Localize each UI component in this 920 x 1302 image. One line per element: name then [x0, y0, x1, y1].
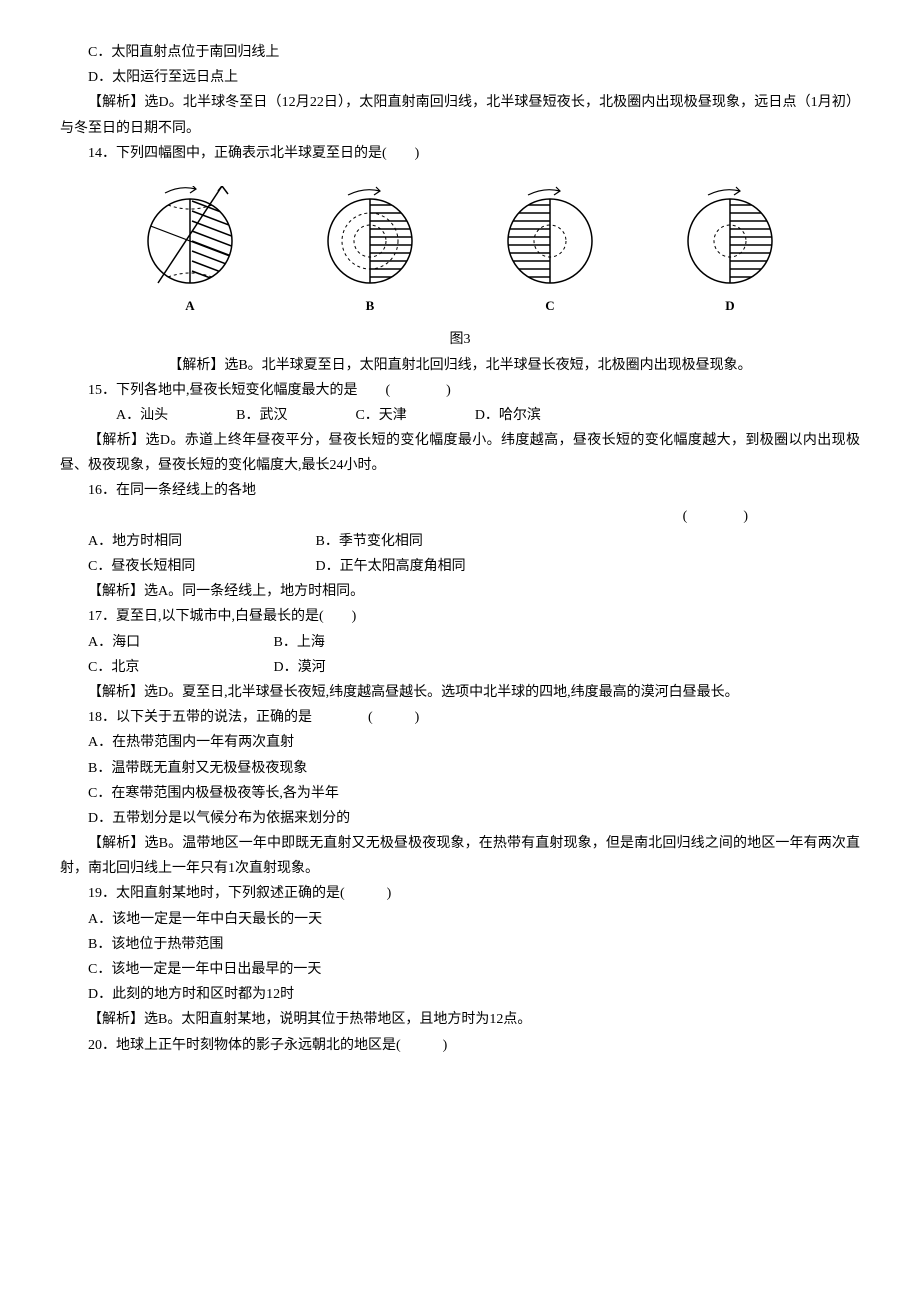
q15-opt-d: D．哈尔滨 [447, 403, 541, 428]
q16-opt-b: B．季节变化相同 [316, 534, 423, 549]
diagram-c-label: C [545, 294, 554, 317]
q18-stem: 18．以下关于五带的说法，正确的是 ( ) [60, 705, 860, 730]
q17-options-row1: A．海口 B．上海 [60, 630, 860, 655]
q16-paren: ( ) [60, 504, 860, 529]
q15-stem: 15．下列各地中,昼夜长短变化幅度最大的是 ( ) [60, 378, 860, 403]
globe-a-icon [135, 186, 245, 286]
q14-fig-caption: 图3 [60, 327, 860, 352]
q16-options-row2: C．昼夜长短相同 D．正午太阳高度角相同 [60, 554, 860, 579]
q19-stem: 19．太阳直射某地时，下列叙述正确的是( ) [60, 881, 860, 906]
q16-opt-d: D．正午太阳高度角相同 [316, 559, 466, 574]
q14-analysis: 【解析】选B。北半球夏至日，太阳直射北回归线，北半球昼长夜短，北极圈内出现极昼现… [60, 353, 860, 378]
q15-opt-c: C．天津 [327, 403, 406, 428]
diagram-d-label: D [725, 294, 734, 317]
q17-analysis: 【解析】选D。夏至日,北半球昼长夜短,纬度越高昼越长。选项中北半球的四地,纬度最… [60, 680, 860, 705]
q19-opt-a: A．该地一定是一年中白天最长的一天 [60, 907, 860, 932]
q18-opt-b: B．温带既无直射又无极昼极夜现象 [60, 756, 860, 781]
q15-options: A．汕头 B．武汉 C．天津 D．哈尔滨 [60, 403, 860, 428]
diagram-a-label: A [185, 294, 194, 317]
q17-opt-b: B．上海 [274, 635, 325, 650]
q13-option-c: C．太阳直射点位于南回归线上 [60, 40, 860, 65]
q13-option-d: D．太阳运行至远日点上 [60, 65, 860, 90]
q18-analysis: 【解析】选B。温带地区一年中即既无直射又无极昼极夜现象，在热带有直射现象，但是南… [60, 831, 860, 881]
globe-d-icon [675, 186, 785, 286]
q18-opt-d: D．五带划分是以气候分布为依据来划分的 [60, 806, 860, 831]
q14-diagrams: A [60, 186, 860, 317]
q17-opt-a: A．海口 [88, 630, 270, 655]
q18-opt-a: A．在热带范围内一年有两次直射 [60, 730, 860, 755]
q15-opt-a: A．汕头 [88, 403, 168, 428]
q19-opt-d: D．此刻的地方时和区时都为12时 [60, 982, 860, 1007]
diagram-d: D [675, 186, 785, 317]
diagram-b-label: B [366, 294, 375, 317]
q19-opt-c: C．该地一定是一年中日出最早的一天 [60, 957, 860, 982]
q13-analysis: 【解析】选D。北半球冬至日（12月22日），太阳直射南回归线，北半球昼短夜长，北… [60, 90, 860, 140]
diagram-a: A [135, 186, 245, 317]
q16-options-row1: A．地方时相同 B．季节变化相同 [60, 529, 860, 554]
q17-options-row2: C．北京 D．漠河 [60, 655, 860, 680]
q17-opt-d: D．漠河 [274, 660, 326, 675]
q16-stem: 16．在同一条经线上的各地 [60, 478, 860, 503]
q17-stem: 17．夏至日,以下城市中,白昼最长的是( ) [60, 604, 860, 629]
diagram-b: B [315, 186, 425, 317]
diagram-c: C [495, 186, 605, 317]
q15-opt-b: B．武汉 [208, 403, 287, 428]
q20-stem: 20．地球上正午时刻物体的影子永远朝北的地区是( ) [60, 1033, 860, 1058]
q17-opt-c: C．北京 [88, 655, 270, 680]
q16-opt-a: A．地方时相同 [88, 529, 312, 554]
q19-analysis: 【解析】选B。太阳直射某地，说明其位于热带地区，且地方时为12点。 [60, 1007, 860, 1032]
q19-opt-b: B．该地位于热带范围 [60, 932, 860, 957]
globe-c-icon [495, 186, 605, 286]
q16-opt-c: C．昼夜长短相同 [88, 554, 312, 579]
q15-analysis: 【解析】选D。赤道上终年昼夜平分，昼夜长短的变化幅度最小。纬度越高，昼夜长短的变… [60, 428, 860, 478]
q14-stem: 14．下列四幅图中，正确表示北半球夏至日的是( ) [60, 141, 860, 166]
q16-analysis: 【解析】选A。同一条经线上，地方时相同。 [60, 579, 860, 604]
q18-opt-c: C．在寒带范围内极昼极夜等长,各为半年 [60, 781, 860, 806]
globe-b-icon [315, 186, 425, 286]
